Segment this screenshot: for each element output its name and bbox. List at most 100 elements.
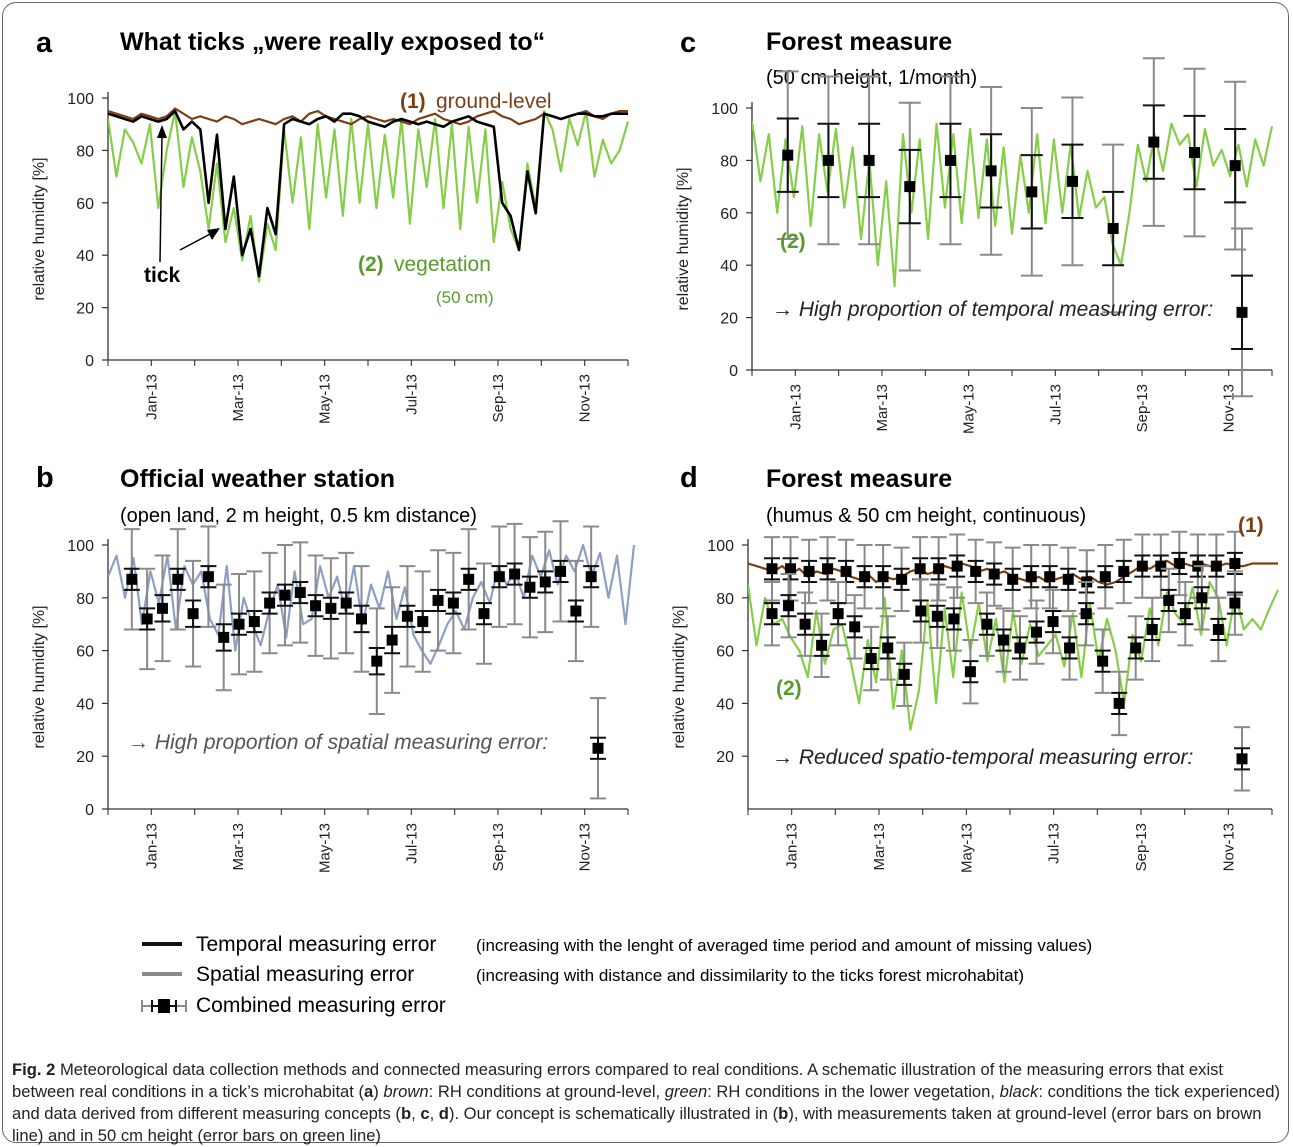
- caption-text-2: ): [373, 1082, 384, 1101]
- errorbar-d-err-ground-15-marker: [1044, 571, 1056, 583]
- y-tick-label-d-80: 80: [716, 591, 734, 608]
- errorbar-d-err-veg-10: [929, 583, 946, 649]
- errorbar-d-err-veg-9-marker: [915, 605, 927, 617]
- errorbar-b-err-11-marker: [294, 587, 306, 599]
- y-tick-label-a-0: 0: [85, 353, 94, 370]
- x-tick-label-a-Sep-13: Sep-13: [490, 374, 507, 422]
- series-line-a-ground-level: [108, 107, 628, 126]
- errorbar-d-err-ground-22-marker: [1173, 557, 1185, 569]
- x-tick-label-c-Mar-13: Mar-13: [874, 384, 891, 432]
- errorbar-d-err-veg-16-marker: [1031, 626, 1043, 638]
- y-tick-label-c-20: 20: [720, 311, 738, 328]
- errorbar-d-err-ground-19-marker: [1118, 565, 1130, 577]
- errorbar-d-err-ground-0-marker: [766, 563, 778, 575]
- legend: Temporal measuring error (increasing wit…: [141, 933, 1092, 1017]
- panel-letter-a: a: [36, 27, 53, 59]
- tick-arrow-right: [179, 228, 220, 251]
- errorbar-b-err-17-marker: [386, 634, 398, 646]
- errorbar-d-err-ground-24: [1208, 533, 1225, 599]
- errorbar-d-err-veg-7: [879, 615, 896, 681]
- errorbar-d-err-veg-11: [945, 586, 962, 652]
- errorbar-b-err-8: [246, 570, 263, 673]
- errorbar-b-err-25-marker: [509, 568, 521, 580]
- errorbar-c-err-10: [1183, 67, 1206, 238]
- errorbar-d-err-veg-1-marker: [783, 600, 795, 612]
- y-tick-label-c-80: 80: [720, 153, 738, 170]
- y-tick-label-b-60: 60: [76, 644, 94, 661]
- errorbar-b-err-13-marker: [325, 602, 337, 614]
- errorbar-d-err-ground-21-marker: [1155, 560, 1167, 572]
- errorbar-c-err-8-marker: [1107, 223, 1119, 235]
- errorbar-d-err-veg-15-marker: [1014, 642, 1026, 654]
- x-tick-label-a-Nov-13: Nov-13: [577, 374, 594, 422]
- errorbar-b-err-9-marker: [264, 597, 276, 609]
- x-tick-label-d-Sep-13: Sep-13: [1133, 823, 1150, 871]
- errorbar-d-err-ground-8-marker: [914, 563, 926, 575]
- ground-level-text-a: ground-level: [436, 90, 552, 113]
- x-tick-label-c-Sep-13: Sep-13: [1134, 384, 1151, 432]
- errorbar-d-err-veg-24-marker: [1163, 594, 1175, 606]
- errorbar-d-err-veg-3: [813, 612, 830, 678]
- x-tick-label-d-Jan-13: Jan-13: [784, 823, 801, 869]
- errorbar-d-err-veg-27: [1210, 596, 1227, 663]
- errorbar-d-err-veg-28: [1226, 570, 1243, 636]
- errorbar-d-err-veg-8: [896, 641, 913, 708]
- panel-letter-b: b: [36, 462, 54, 494]
- plot-area-d: 100 80 60 40 20 relative humidity [%] Jan-13 Ma…: [671, 530, 1279, 873]
- note-b: → High proportion of spatial measuring e…: [128, 731, 548, 754]
- errorbar-b-err-6: [215, 583, 232, 692]
- errorbar-d-err-veg-13: [978, 591, 995, 657]
- panel-letter-d: d: [680, 462, 698, 494]
- caption-text-7: ), with measurements taken at ground-lev…: [12, 1104, 1262, 1145]
- caption-black: black: [999, 1082, 1039, 1101]
- errorbar-d-err-veg-2: [797, 591, 814, 657]
- errorbar-d-err-ground-11: [967, 538, 984, 605]
- x-tick-label-d-Jul-13: Jul-13: [1046, 823, 1063, 864]
- errorbar-c-err-0-marker: [782, 149, 794, 161]
- errorbar-c-err-7: [1061, 96, 1084, 267]
- errorbar-b-err-26: [521, 536, 538, 639]
- errorbar-c-err-6: [1020, 107, 1043, 277]
- errorbar-c-err-7-marker: [1066, 175, 1078, 187]
- errorbar-c-err-1-marker: [822, 154, 834, 166]
- errorbar-b-err-7: [231, 573, 248, 676]
- errorbar-b-err-2: [154, 554, 171, 663]
- errorbar-d-err-veg-23: [1144, 596, 1161, 663]
- errorbar-b-err-4-marker: [187, 608, 199, 620]
- x-tick-label-a-Jul-13: Jul-13: [403, 374, 420, 415]
- errorbar-b-err-27-marker: [539, 576, 551, 588]
- y-tick-label-b-40: 40: [76, 696, 94, 713]
- errorbar-b-err-16-marker: [371, 655, 383, 667]
- errorbar-b-err-26-marker: [524, 581, 536, 593]
- errorbar-b-err-0-marker: [126, 573, 138, 585]
- errorbar-d-err-veg-8-marker: [898, 668, 910, 680]
- caption-ref-d: d: [438, 1104, 449, 1123]
- errorbar-b-err-0: [123, 528, 140, 631]
- y-tick-label-d-20: 20: [716, 749, 734, 766]
- errorbar-b-err-24-marker: [493, 571, 505, 583]
- legend-temporal-desc: (increasing with the lenght of averaged …: [476, 936, 1092, 955]
- errorbar-b-err-20-marker: [432, 594, 444, 606]
- errorbar-d-err-veg-25: [1177, 580, 1194, 647]
- errorbar-c-err-4: [939, 75, 962, 246]
- legend-temporal-label: Temporal measuring error: [196, 933, 436, 956]
- errorbar-d-err-ground-5-marker: [859, 571, 871, 583]
- panel-title-b: Official weather station: [120, 465, 395, 493]
- tick-arrow-up: [157, 125, 167, 263]
- x-tick-label-b-Sep-13: Sep-13: [490, 823, 507, 871]
- errorbar-d-err-ground-4-marker: [840, 565, 852, 577]
- errorbar-d-err-ground-1-marker: [785, 563, 797, 575]
- errorbar-b-err-7-marker: [233, 618, 245, 630]
- errorbar-d-err-ground-16: [1060, 546, 1077, 612]
- y-tick-label-c-60: 60: [720, 206, 738, 223]
- x-tick-label-b-Mar-13: Mar-13: [230, 823, 247, 871]
- errorbar-b-err-10: [276, 544, 293, 647]
- legend-spatial-label: Spatial measuring error: [196, 963, 414, 986]
- errorbar-b-err-14-marker: [340, 597, 352, 609]
- caption-text-6: ). Our concept is schematically illustra…: [448, 1104, 779, 1123]
- note-d: → Reduced spatio-temporal measuring erro…: [772, 746, 1193, 769]
- errorbar-b-err-28: [552, 520, 569, 623]
- errorbar-b-err-15-marker: [356, 613, 367, 625]
- errorbar-d-err-veg-25-marker: [1179, 608, 1191, 620]
- vegetation-num-a: (2): [358, 253, 384, 276]
